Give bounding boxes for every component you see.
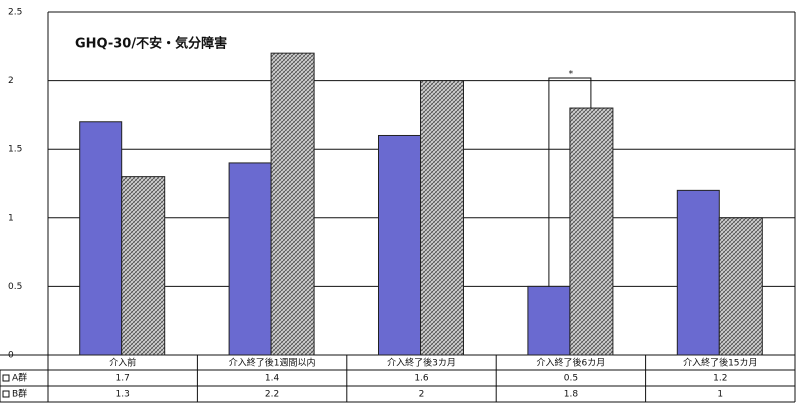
table-value: 1.3	[116, 390, 130, 400]
bar	[121, 176, 166, 356]
y-tick-label: 0.5	[8, 282, 22, 292]
table-value: 1.8	[564, 390, 579, 400]
x-tick-label: 介入終了後1週間以内	[229, 357, 316, 369]
bar	[228, 162, 272, 356]
table-value: 1.6	[414, 374, 429, 384]
table-value: 2	[419, 390, 425, 400]
x-tick-label: 介入終了後15カ月	[683, 357, 757, 369]
x-tick-label: 介入終了後6カ月	[537, 357, 606, 369]
table-value: 0.5	[564, 374, 578, 384]
legend-label: A群	[12, 372, 27, 384]
x-tick-label: 介入終了後3カ月	[387, 357, 456, 369]
chart-title: GHQ-30/不安・気分障害	[75, 36, 227, 52]
y-tick-label: 2.5	[8, 8, 22, 18]
bar	[527, 285, 571, 356]
bar	[378, 134, 421, 356]
bar	[676, 189, 720, 356]
y-tick-label: 1	[8, 213, 14, 223]
bar	[420, 80, 464, 356]
table-value: 1.7	[116, 374, 130, 384]
table-value: 1	[717, 390, 723, 400]
bar	[270, 52, 315, 356]
significance-mark: *	[569, 70, 574, 80]
significance-bracket	[548, 77, 592, 287]
y-tick-label: 1.5	[8, 145, 22, 155]
legend-swatch	[2, 374, 10, 382]
table-value: 1.2	[713, 374, 727, 384]
bar	[569, 107, 614, 356]
x-tick-label: 介入前	[109, 357, 136, 369]
legend-swatch	[2, 390, 10, 398]
bar	[79, 121, 123, 356]
legend-label: B群	[12, 388, 27, 400]
bar	[718, 217, 763, 356]
y-tick-label: 2	[8, 76, 14, 86]
table-value: 1.4	[265, 374, 280, 384]
table-value: 2.2	[265, 390, 279, 400]
